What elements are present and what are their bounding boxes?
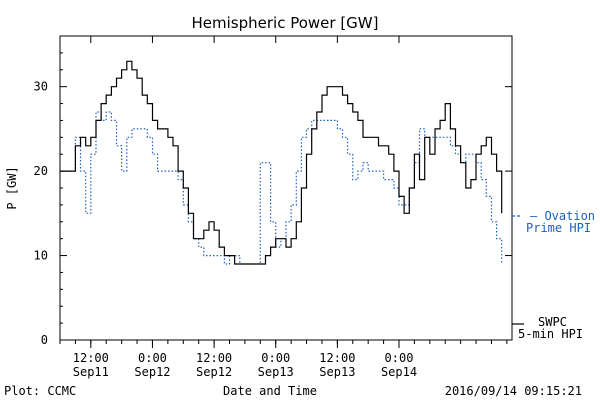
plot-frame [59,35,513,341]
x-tick-time: 12:00 [73,351,109,365]
ovation-legend-line2: Prime HPI [526,221,591,235]
x-tick-time: 0:00 [385,351,414,365]
x-tick-date: Sep12 [196,365,232,379]
x-axis: 12:00Sep110:00Sep1212:00Sep120:00Sep1312… [59,36,508,379]
y-tick-label: 20 [34,164,48,178]
x-tick-time: 12:00 [196,351,232,365]
swpc-legend-line2: 5-min HPI [518,327,583,341]
swpc-legend-line1: SWPC [538,315,567,329]
x-tick-date: Sep13 [258,365,294,379]
y-tick-label: 0 [41,333,48,347]
ovation-legend-line1: — Ovation [530,209,595,223]
y-axis: 0 10 20 30 [34,35,512,347]
y-tick-label: 30 [34,80,48,94]
x-tick-date: Sep12 [134,365,170,379]
x-tick-time: 0:00 [261,351,290,365]
x-tick-time: 0:00 [138,351,167,365]
plot-timestamp: 2016/09/14 09:15:21 [445,384,582,398]
y-axis-label: P [GW] [5,166,19,209]
plot-credit: Plot: CCMC [4,384,76,398]
swpc-hpi-line [60,60,503,265]
x-tick-date: Sep14 [381,365,417,379]
chart-title: Hemispheric Power [GW] [192,14,379,32]
x-axis-label: Date and Time [223,384,317,398]
x-tick-time: 12:00 [319,351,355,365]
y-tick-label: 10 [34,249,48,263]
x-tick-date: Sep13 [319,365,355,379]
x-tick-date: Sep11 [73,365,109,379]
